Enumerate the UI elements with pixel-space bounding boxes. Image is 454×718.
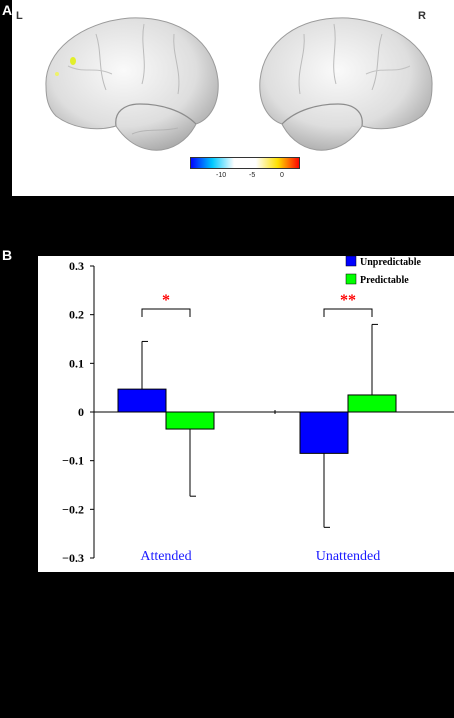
left-hemisphere: [45, 17, 219, 151]
colorbar-tick: -5: [249, 172, 256, 179]
y-tick-label: 0.1: [69, 356, 84, 370]
y-tick-label: −0.2: [62, 502, 84, 516]
left-hemisphere-label: L: [16, 10, 23, 22]
y-tick-label: 0: [78, 405, 84, 419]
y-tick-label: 0.3: [69, 259, 84, 273]
bar: [117, 388, 167, 413]
brain-figure: [45, 17, 433, 151]
legend-swatch: [345, 255, 357, 267]
colorbar-tick: 0: [280, 172, 284, 179]
significance-bracket: [141, 308, 191, 317]
legend-label: Predictable: [360, 275, 409, 286]
panel-a: L R -10 -5 0: [12, 0, 454, 196]
y-tick-label: −0.1: [62, 454, 84, 468]
activation-spot: [70, 57, 76, 65]
bar: [165, 411, 215, 430]
right-hemisphere-label: R: [418, 10, 426, 22]
right-hemisphere: [259, 17, 433, 151]
y-axis-label: % Signal Change: [15, 606, 32, 718]
panel-b: −0.3 −0.2 −0.1 0 0.1 0.2 0.3 * ** Attended Unatten…: [16, 255, 454, 718]
significance-label: *: [162, 292, 170, 309]
x-category-label: Unattended: [316, 549, 381, 564]
significance-bracket: [323, 308, 373, 317]
colorbar-tick: -10: [216, 172, 227, 179]
bar-chart: −0.3−0.2−0.100.10.20.3* **Attended Unatten…: [62, 255, 454, 565]
bar: [347, 394, 397, 413]
colorbar: [190, 157, 300, 169]
legend-swatch: [345, 273, 357, 285]
bar: [299, 411, 349, 454]
panel-b-label: B: [2, 247, 13, 263]
legend-label: Unpredictable: [360, 257, 421, 268]
activation-spot: [55, 72, 59, 76]
panel-a-label: A: [2, 2, 13, 18]
y-tick-label: 0.2: [69, 308, 84, 322]
y-tick-label: −0.3: [62, 551, 84, 565]
x-category-label: Attended: [140, 549, 191, 564]
significance-label: **: [340, 292, 356, 309]
